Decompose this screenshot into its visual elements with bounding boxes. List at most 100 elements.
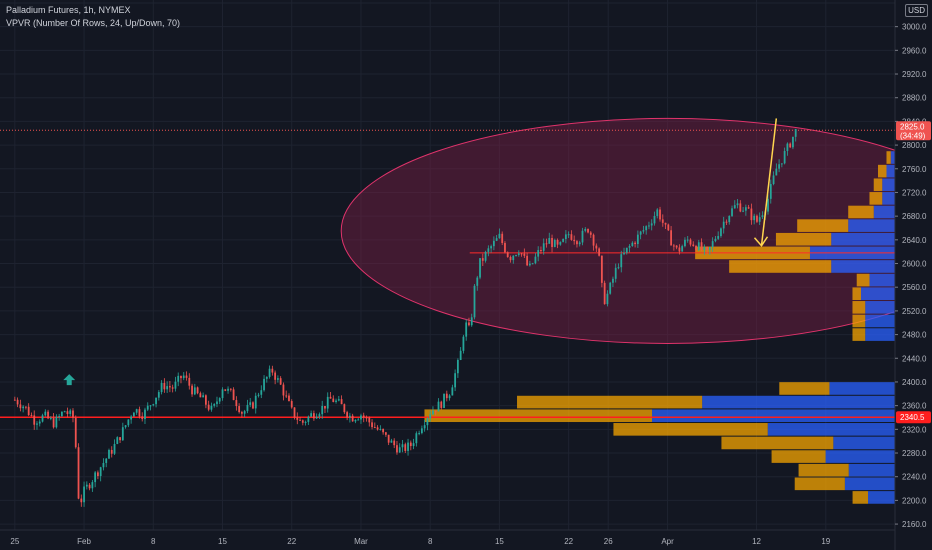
candle-body bbox=[246, 404, 249, 412]
support-price-label: 2340.5 bbox=[900, 413, 925, 422]
candle-body bbox=[684, 239, 686, 247]
candle-body bbox=[127, 419, 130, 426]
candle-body bbox=[465, 322, 468, 337]
candle-body bbox=[63, 411, 66, 413]
vp-up-bar bbox=[865, 314, 895, 328]
candle-body bbox=[163, 382, 166, 390]
y-tick-label: 2240.0 bbox=[902, 473, 927, 482]
vp-up-bar bbox=[882, 178, 895, 192]
candle-body bbox=[185, 375, 188, 378]
candle-body bbox=[700, 242, 703, 250]
candle-body bbox=[274, 372, 277, 380]
candle-body bbox=[398, 447, 401, 453]
vp-up-bar bbox=[868, 491, 895, 504]
candle-body bbox=[440, 401, 443, 408]
candle-body bbox=[77, 447, 80, 499]
candle-body bbox=[670, 230, 673, 246]
candle-body bbox=[94, 472, 97, 483]
candle-body bbox=[360, 415, 362, 420]
candle-body bbox=[789, 143, 792, 148]
candle-body bbox=[382, 428, 385, 433]
candle-body bbox=[559, 241, 562, 245]
vp-down-bar bbox=[775, 232, 832, 246]
candle-body bbox=[761, 215, 764, 218]
y-tick-label: 2680.0 bbox=[902, 212, 927, 221]
candle-body bbox=[504, 243, 506, 253]
vp-down-bar bbox=[852, 301, 866, 314]
candle-body bbox=[135, 409, 138, 413]
candle-body bbox=[401, 444, 404, 448]
candle-body bbox=[171, 387, 174, 389]
y-tick-label: 2560.0 bbox=[902, 283, 927, 292]
candle-body bbox=[102, 462, 105, 468]
candle-body bbox=[191, 385, 193, 395]
candle-body bbox=[501, 233, 504, 244]
candle-body bbox=[329, 396, 332, 399]
candle-body bbox=[318, 414, 321, 417]
candle-body bbox=[263, 378, 265, 391]
candle-body bbox=[346, 412, 349, 418]
candle-body bbox=[80, 498, 83, 503]
y-tick-label: 2400.0 bbox=[902, 378, 927, 387]
candle-body bbox=[731, 208, 733, 216]
candle-body bbox=[515, 255, 517, 257]
candle-body bbox=[138, 409, 141, 417]
candle-body bbox=[589, 232, 592, 235]
current-price-label: 2825.0 bbox=[900, 122, 925, 131]
candle-body bbox=[351, 415, 354, 422]
candle-body bbox=[564, 234, 567, 240]
vp-up-bar bbox=[652, 409, 895, 423]
candle-body bbox=[30, 415, 33, 417]
candle-body bbox=[55, 416, 58, 428]
candle-body bbox=[706, 246, 708, 251]
candle-body bbox=[481, 258, 484, 261]
x-tick-label: Apr bbox=[661, 537, 674, 546]
vp-up-bar bbox=[860, 287, 895, 301]
x-tick-label: 25 bbox=[10, 537, 19, 546]
candle-body bbox=[83, 486, 85, 503]
y-tick-label: 2800.0 bbox=[902, 141, 927, 150]
candle-body bbox=[620, 254, 623, 268]
candle-body bbox=[296, 417, 299, 420]
candle-body bbox=[459, 350, 462, 360]
candle-body bbox=[786, 143, 789, 151]
candle-body bbox=[708, 246, 711, 251]
candle-body bbox=[113, 443, 116, 454]
vp-down-bar bbox=[848, 205, 874, 219]
candle-body bbox=[609, 282, 612, 294]
candle-body bbox=[384, 432, 387, 435]
vp-up-bar bbox=[831, 232, 895, 246]
candles bbox=[13, 128, 797, 507]
candle-body bbox=[396, 445, 398, 453]
candle-body bbox=[739, 203, 742, 212]
candle-body bbox=[600, 255, 603, 283]
candle-body bbox=[27, 406, 30, 416]
y-tick-label: 2160.0 bbox=[902, 520, 927, 529]
candle-body bbox=[362, 415, 365, 418]
candle-body bbox=[520, 253, 523, 255]
vp-down-bar bbox=[869, 192, 883, 205]
candle-body bbox=[675, 245, 678, 248]
candle-body bbox=[653, 215, 656, 224]
vp-up-bar bbox=[869, 273, 895, 287]
candle-body bbox=[479, 258, 481, 278]
annotation-arrow bbox=[760, 118, 778, 246]
candle-body bbox=[689, 239, 692, 245]
candle-body bbox=[576, 241, 578, 245]
candle-body bbox=[603, 282, 606, 305]
candle-body bbox=[407, 442, 409, 451]
candle-body bbox=[157, 392, 160, 398]
x-tick-label: Feb bbox=[77, 537, 91, 546]
y-tick-label: 2360.0 bbox=[902, 402, 927, 411]
y-tick-label: 2600.0 bbox=[902, 260, 927, 269]
candle-body bbox=[540, 250, 542, 252]
vp-up-bar bbox=[865, 301, 895, 314]
currency-badge[interactable]: USD bbox=[905, 4, 928, 17]
vp-down-bar bbox=[613, 423, 768, 436]
candle-body bbox=[240, 412, 243, 414]
vp-down-bar bbox=[852, 328, 866, 341]
candle-body bbox=[415, 433, 418, 444]
x-tick-label: 22 bbox=[564, 537, 573, 546]
candle-body bbox=[332, 398, 335, 402]
